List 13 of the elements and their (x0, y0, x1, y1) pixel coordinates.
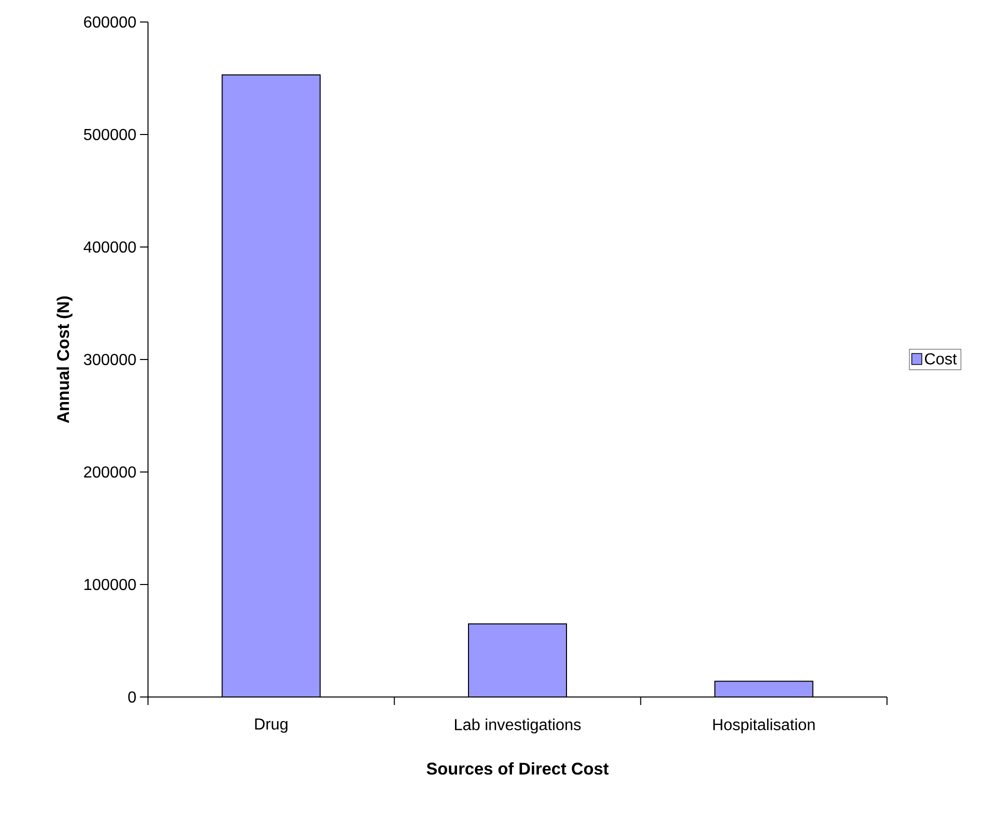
y-tick-label: 500000 (84, 128, 136, 140)
x-tick-label: Lab investigations (455, 718, 581, 734)
x-axis-title: Sources of Direct Cost (426, 762, 609, 775)
y-axis-title: Annual Cost (N) (56, 296, 72, 424)
y-tick-label: 200000 (84, 466, 136, 478)
x-tick-label: Hospitalisation (713, 718, 815, 734)
y-tick-label: 0 (128, 691, 136, 703)
x-tick-label: Drug (255, 718, 288, 733)
y-tick-label: 400000 (84, 241, 136, 253)
y-tick-label: 300000 (84, 354, 136, 366)
y-tick-label: 600000 (84, 16, 136, 28)
y-tick-label: 100000 (84, 578, 136, 590)
legend-label: Cost (924, 353, 957, 364)
